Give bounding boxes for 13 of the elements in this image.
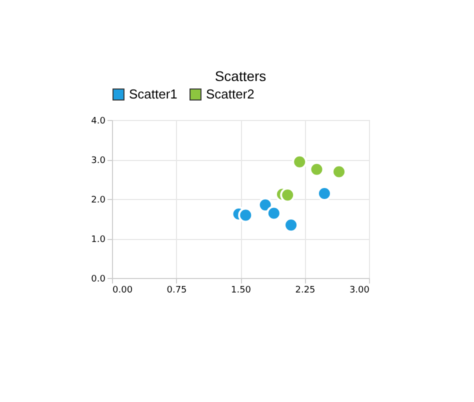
x-tick-label: 0.00 — [112, 286, 133, 296]
y-tick-label: 3.0 — [91, 156, 106, 166]
x-tick-label: 1.50 — [230, 286, 252, 296]
x-tick-label: 0.75 — [166, 286, 187, 296]
legend-label: Scatter1 — [129, 86, 178, 102]
y-tick-label: 1.0 — [91, 235, 106, 245]
y-tick-label: 0.0 — [91, 274, 106, 284]
legend-label: Scatter2 — [206, 86, 254, 102]
x-tick-label: 3.00 — [349, 286, 370, 296]
chart-title: Scatters — [214, 68, 266, 84]
y-tick-label: 2.0 — [91, 196, 106, 206]
x-tick-label: 2.25 — [295, 286, 316, 296]
y-tick-label: 4.0 — [91, 116, 106, 126]
